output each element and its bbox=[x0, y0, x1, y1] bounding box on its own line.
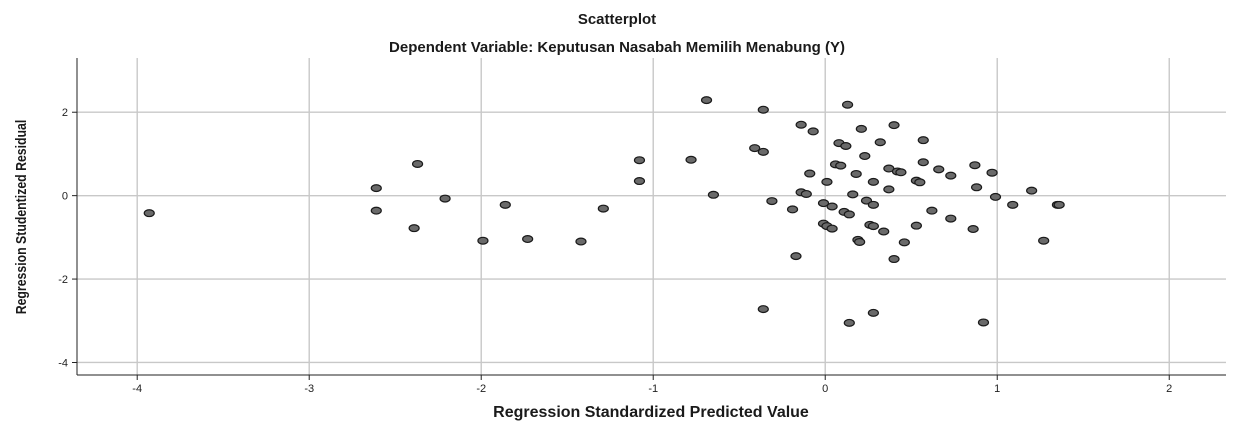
scatter-point bbox=[914, 178, 926, 187]
y-tick-label: 0 bbox=[62, 191, 68, 203]
scatter-point bbox=[840, 142, 852, 151]
scatter-point bbox=[967, 225, 979, 234]
x-tick-label: -3 bbox=[304, 383, 314, 395]
scatter-point bbox=[867, 200, 879, 209]
scatter-point bbox=[757, 305, 769, 314]
scatter-point bbox=[370, 184, 382, 193]
gridlines bbox=[77, 58, 1226, 375]
scatter-point bbox=[867, 222, 879, 231]
scatter-point bbox=[883, 185, 895, 194]
scatter-point bbox=[757, 147, 769, 156]
scatter-point bbox=[878, 227, 890, 236]
scatter-point bbox=[867, 177, 879, 186]
scatter-point bbox=[143, 209, 155, 218]
x-axis-label: Regression Standardized Predicted Value bbox=[493, 404, 809, 421]
scatter-point bbox=[970, 183, 983, 192]
y-tick-label: 2 bbox=[62, 107, 68, 119]
scatter-point bbox=[439, 194, 451, 203]
x-tick-label: 1 bbox=[994, 383, 1000, 395]
scatter-point bbox=[1038, 236, 1050, 245]
x-tick-label: -1 bbox=[648, 383, 658, 395]
scatter-point bbox=[370, 206, 382, 215]
scatter-point bbox=[850, 169, 862, 178]
scatter-point bbox=[408, 224, 420, 233]
x-tick-label: 2 bbox=[1166, 383, 1172, 395]
scatter-point bbox=[766, 197, 778, 206]
scatter-point bbox=[821, 177, 833, 186]
scatter-point bbox=[807, 127, 819, 136]
scatter-point bbox=[800, 189, 812, 198]
scatter-point bbox=[945, 171, 957, 180]
scatter-point bbox=[841, 100, 854, 109]
tick-labels: -4 -3 -2 -1 0 1 2 -4 -2 0 2 bbox=[58, 107, 1172, 395]
x-tick-label: 0 bbox=[822, 383, 828, 395]
x-tick-label: -2 bbox=[476, 383, 486, 395]
y-tick-label: -4 bbox=[58, 357, 68, 369]
scatter-point bbox=[1026, 186, 1038, 195]
scatter-point bbox=[575, 237, 587, 246]
scatter-point bbox=[757, 105, 769, 114]
scatter-point bbox=[898, 238, 910, 247]
scatter-point bbox=[969, 161, 981, 170]
scatter-point bbox=[977, 318, 990, 327]
x-tick-label: -4 bbox=[132, 383, 142, 395]
scatter-point bbox=[986, 168, 998, 177]
scatter-point bbox=[707, 190, 720, 199]
scatter-point bbox=[790, 252, 802, 261]
scatter-point bbox=[522, 235, 534, 244]
scatter-point bbox=[685, 155, 697, 164]
chart-title: Scatterplot bbox=[578, 11, 656, 28]
scatter-point bbox=[499, 200, 511, 209]
y-tick-label: -2 bbox=[58, 274, 68, 286]
scatter-point bbox=[843, 210, 855, 219]
scatter-point bbox=[933, 165, 945, 174]
scatter-point bbox=[633, 177, 646, 186]
scatter-point bbox=[917, 136, 929, 145]
scatter-point bbox=[795, 120, 807, 129]
scatter-point bbox=[1053, 200, 1065, 209]
scatter-point bbox=[786, 205, 799, 214]
scatter-point bbox=[926, 206, 938, 215]
scatter-point bbox=[855, 124, 867, 133]
scatter-point bbox=[847, 190, 859, 199]
scatter-point bbox=[749, 144, 761, 153]
scatter-point bbox=[804, 169, 816, 178]
scatter-point bbox=[989, 192, 1002, 201]
scatter-point bbox=[910, 221, 922, 230]
scatter-point bbox=[867, 308, 879, 317]
scatter-point bbox=[826, 224, 838, 233]
chart-subtitle: Dependent Variable: Keputusan Nasabah Me… bbox=[389, 39, 845, 56]
scatter-point bbox=[859, 152, 871, 161]
data-points bbox=[143, 96, 1065, 327]
scatter-point bbox=[917, 158, 929, 167]
scatter-point bbox=[826, 202, 838, 211]
scatter-point bbox=[817, 199, 830, 208]
scatter-point bbox=[477, 236, 489, 245]
scatter-point bbox=[874, 138, 886, 147]
scatter-point bbox=[597, 204, 609, 213]
axes bbox=[72, 58, 1226, 380]
scatter-point bbox=[700, 96, 713, 105]
scatter-point bbox=[633, 156, 646, 165]
scatter-point bbox=[895, 168, 907, 177]
y-axis-label: Regression Studentized Residual bbox=[13, 120, 29, 315]
scatter-point bbox=[1007, 200, 1019, 209]
scatter-point bbox=[835, 161, 847, 170]
scatter-point bbox=[843, 318, 855, 327]
scatter-point bbox=[945, 214, 957, 223]
scatter-point bbox=[411, 159, 424, 168]
scatter-point bbox=[854, 237, 866, 246]
scatter-point bbox=[888, 121, 900, 130]
scatter-point bbox=[888, 255, 900, 264]
